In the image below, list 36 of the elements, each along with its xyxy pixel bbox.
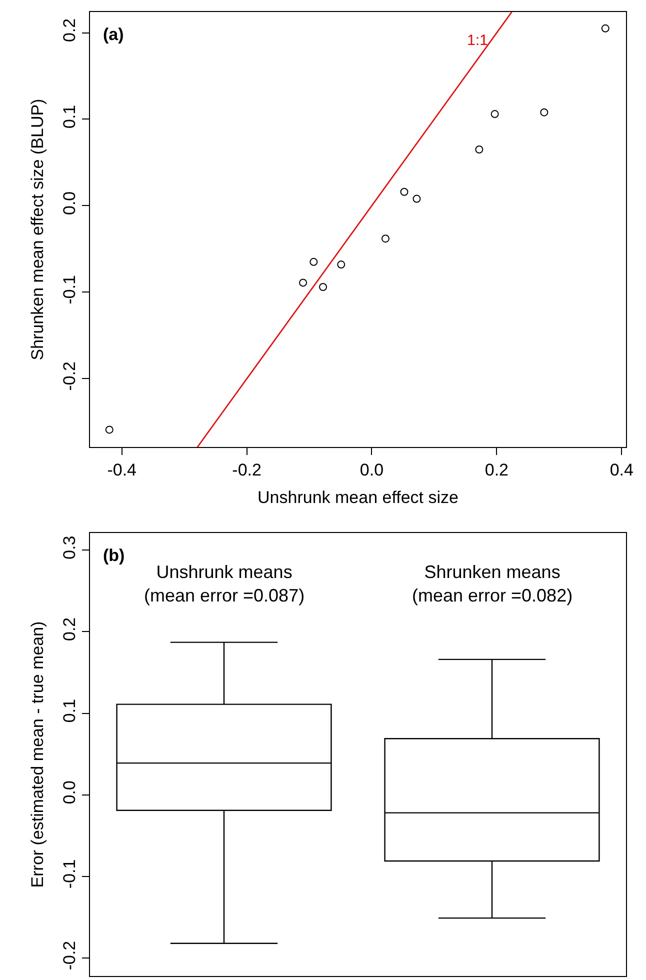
point (490, 110, 499, 118)
y-tick-label: -0.2 (60, 361, 80, 391)
y-tick-label: 0.0 (60, 191, 80, 215)
y-tick-label: -0.1 (60, 859, 80, 889)
point (412, 194, 421, 203)
annotation: (b) (103, 546, 125, 565)
x-tick-label: Shrunken means (mean error =0.082) (412, 562, 573, 606)
y-tick-label: 0.0 (60, 780, 80, 804)
point (319, 283, 328, 292)
point (299, 278, 308, 287)
x-tick-label: -0.4 (107, 460, 137, 480)
y-tick-label: -0.2 (60, 940, 80, 970)
series-label: 1:1 (467, 32, 488, 49)
y-tick-label: -0.1 (60, 275, 80, 304)
point (381, 234, 390, 243)
point (337, 260, 346, 269)
y-tick-label: 0.2 (60, 18, 80, 42)
annotation: (a) (103, 25, 124, 44)
point (475, 146, 484, 154)
x-axis-title: Unshrunk mean effect size (258, 488, 458, 507)
y-axis-title: Shrunken mean effect size (BLUP) (28, 98, 47, 360)
y-axis-title: Error (estimated mean - true mean) (28, 621, 47, 888)
point (601, 24, 610, 32)
point (310, 258, 318, 266)
y-tick-label: 0.2 (60, 617, 80, 641)
x-tick-label: -0.2 (232, 460, 262, 480)
point (540, 108, 548, 116)
x-tick-label: 0.4 (610, 460, 634, 480)
y-tick-label: 0.1 (60, 104, 80, 129)
y-tick-label: 0.3 (60, 536, 80, 560)
x-tick-label: Unshrunk means (mean error =0.087) (144, 562, 305, 606)
point (105, 426, 114, 434)
x-tick-label: 0.0 (360, 460, 384, 480)
x-tick-label: 0.2 (484, 460, 509, 480)
point (400, 188, 408, 196)
y-tick-label: 0.1 (60, 698, 80, 723)
